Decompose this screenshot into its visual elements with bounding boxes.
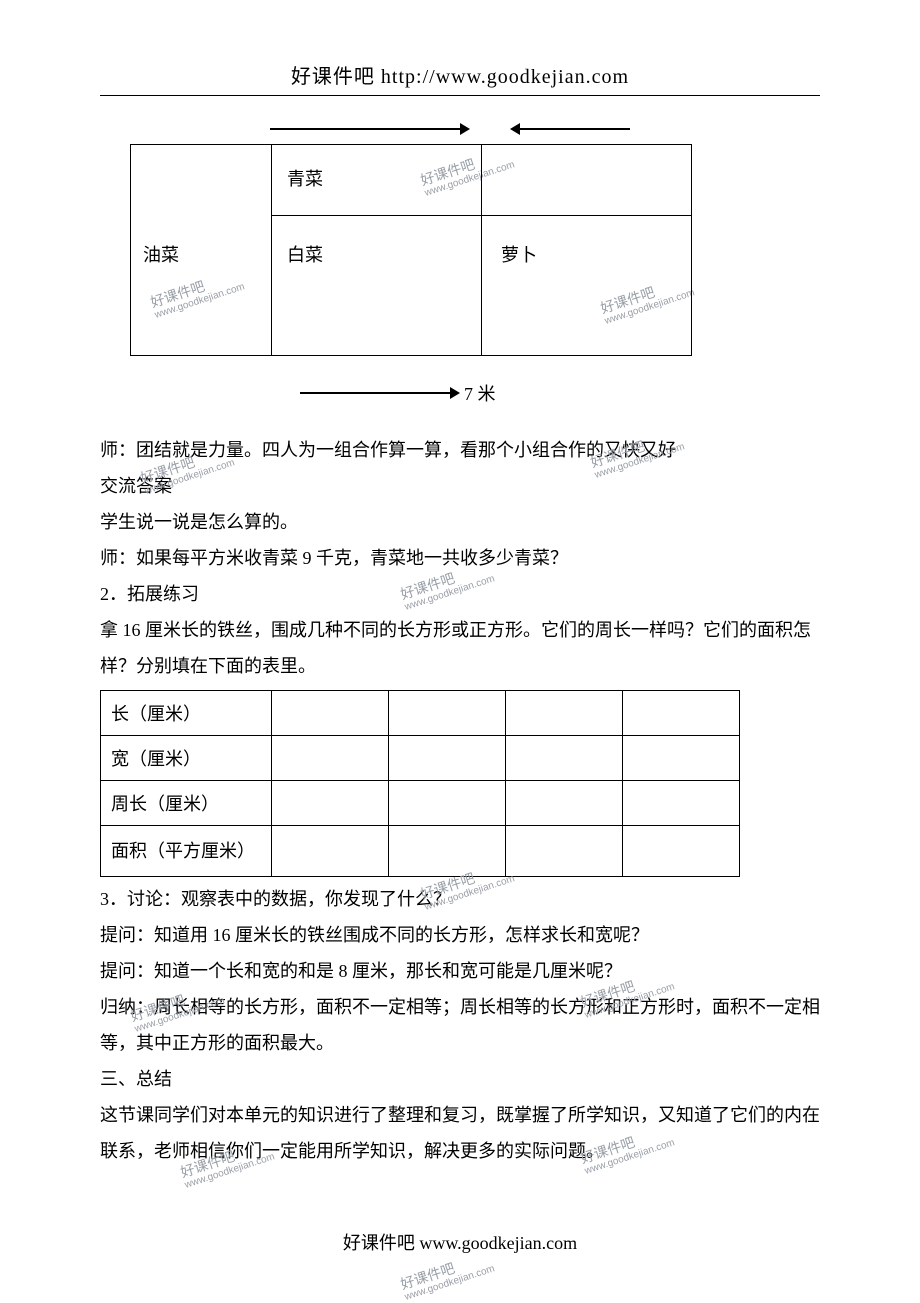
table-cell — [389, 781, 506, 826]
table-cell — [623, 736, 740, 781]
grid-hline — [271, 215, 691, 216]
table-cell — [389, 736, 506, 781]
table-row: 周长（厘米） — [101, 781, 740, 826]
exercise-table: 长（厘米）宽（厘米）周长（厘米）面积（平方厘米） — [100, 690, 740, 877]
arrow-line-left — [270, 128, 460, 130]
bottom-arrow-line — [300, 392, 450, 394]
grid-vline-2 — [481, 145, 482, 355]
table-cell — [389, 691, 506, 736]
vegetable-grid: 油菜 青菜 白菜 萝卜 — [130, 144, 692, 356]
grid-vline-1 — [271, 145, 272, 355]
table-cell — [623, 826, 740, 877]
paragraph-1: 师：团结就是力量。四人为一组合作算一算，看那个小组合作的又快又好 — [100, 432, 820, 468]
table-cell — [506, 826, 623, 877]
paragraph-4: 师：如果每平方米收青菜 9 千克，青菜地一共收多少青菜？ — [100, 540, 820, 576]
page-header: 好课件吧 http://www.goodkejian.com — [100, 60, 820, 96]
paragraph-2: 交流答案 — [100, 468, 820, 504]
table-row-header: 面积（平方厘米） — [101, 826, 272, 877]
paragraph-8: 提问：知道用 16 厘米长的铁丝围成不同的长方形，怎样求长和宽呢？ — [100, 917, 820, 953]
table-cell — [506, 736, 623, 781]
arrow-head-left-icon — [510, 123, 520, 135]
paragraph-9: 提问：知道一个长和宽的和是 8 厘米，那长和宽可能是几厘米呢？ — [100, 953, 820, 989]
arrow-line-right — [520, 128, 630, 130]
document-page: 好课件吧www.goodkejian.com好课件吧www.goodkejian… — [0, 0, 920, 1302]
label-baicai: 白菜 — [287, 241, 323, 267]
exercise-table-body: 长（厘米）宽（厘米）周长（厘米）面积（平方厘米） — [101, 691, 740, 877]
paragraph-10: 归纳：周长相等的长方形，面积不一定相等；周长相等的长方形和正方形时，面积不一定相… — [100, 989, 820, 1061]
table-row: 面积（平方厘米） — [101, 826, 740, 877]
vegetable-diagram: 油菜 青菜 白菜 萝卜 7 米 — [130, 120, 820, 406]
label-qingcai: 青菜 — [287, 165, 323, 191]
page-footer: 好课件吧 www.goodkejian.com — [100, 1229, 820, 1255]
table-cell — [272, 826, 389, 877]
table-cell — [272, 736, 389, 781]
table-row: 长（厘米） — [101, 691, 740, 736]
table-cell — [623, 781, 740, 826]
table-row: 宽（厘米） — [101, 736, 740, 781]
paragraph-3: 学生说一说是怎么算的。 — [100, 504, 820, 540]
label-youcai: 油菜 — [143, 241, 179, 267]
paragraph-6: 拿 16 厘米长的铁丝，围成几种不同的长方形或正方形。它们的周长一样吗？它们的面… — [100, 612, 820, 684]
table-cell — [272, 691, 389, 736]
table-cell — [506, 691, 623, 736]
paragraph-7: 3．讨论：观察表中的数据，你发现了什么？ — [100, 881, 820, 917]
watermark-text-bottom: www.goodkejian.com — [403, 1263, 496, 1302]
arrow-head-right-icon — [460, 123, 470, 135]
bottom-arrow-head-icon — [450, 387, 460, 399]
table-cell — [623, 691, 740, 736]
label-luobo: 萝卜 — [501, 241, 537, 267]
paragraph-11: 三、总结 — [100, 1061, 820, 1097]
table-cell — [272, 781, 389, 826]
bottom-dimension-arrow: 7 米 — [300, 380, 820, 406]
table-cell — [389, 826, 506, 877]
table-row-header: 宽（厘米） — [101, 736, 272, 781]
paragraph-12: 这节课同学们对本单元的知识进行了整理和复习，既掌握了所学知识，又知道了它们的内在… — [100, 1097, 820, 1169]
table-row-header: 周长（厘米） — [101, 781, 272, 826]
top-dimension-arrows — [270, 120, 820, 138]
bottom-arrow-label: 7 米 — [464, 380, 496, 406]
paragraph-5: 2．拓展练习 — [100, 576, 820, 612]
table-cell — [506, 781, 623, 826]
table-row-header: 长（厘米） — [101, 691, 272, 736]
